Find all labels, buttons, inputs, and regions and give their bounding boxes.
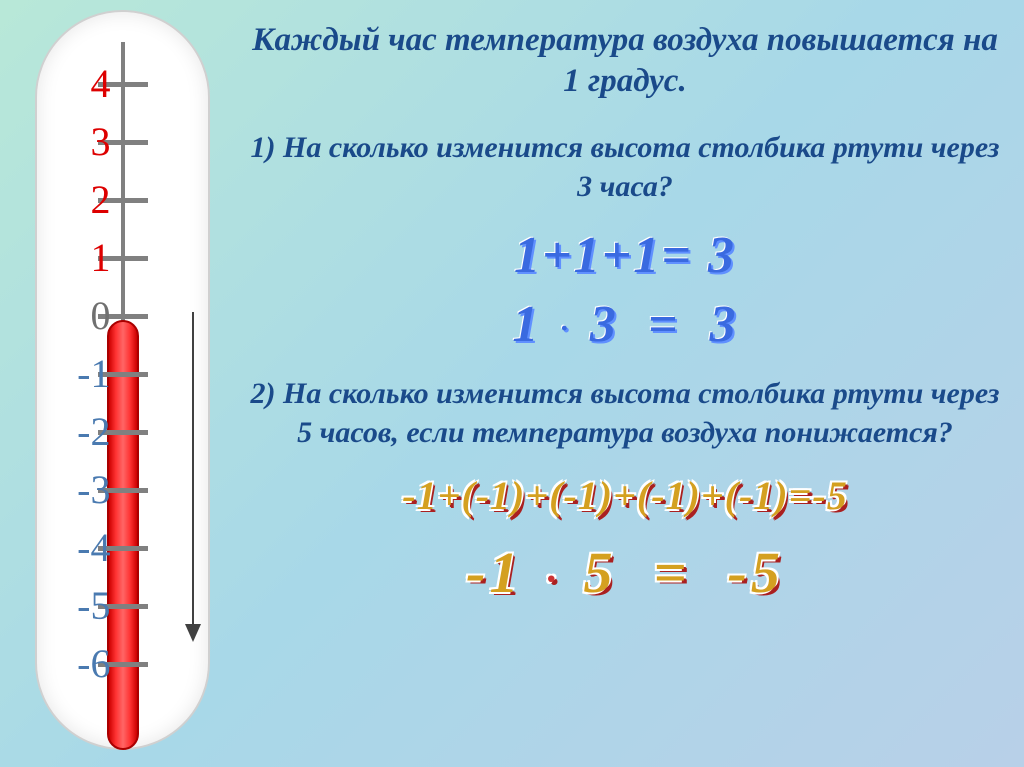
- eq1b-mid: 3: [590, 296, 618, 353]
- eq1b-eq: =: [648, 296, 680, 353]
- tick-label: -4: [51, 524, 111, 571]
- tick-label: 0: [51, 292, 111, 339]
- eq1b-lhs: 1: [512, 296, 540, 353]
- tick-label: 1: [51, 234, 111, 281]
- content-area: Каждый час температура воздуха повышаетс…: [250, 20, 1000, 606]
- equation-1b: 1 · 3 = 3: [250, 295, 1000, 354]
- down-arrow-head-icon: [185, 624, 201, 642]
- tick-label: -6: [51, 640, 111, 687]
- multiply-dot-icon: ·: [541, 556, 565, 601]
- tick-label: -1: [51, 350, 111, 397]
- eq2b-eq: =: [653, 540, 690, 605]
- tick-label: 3: [51, 118, 111, 165]
- tick-label: 4: [51, 60, 111, 107]
- multiply-dot-icon: ·: [555, 312, 575, 345]
- eq2b-rhs: -5: [728, 540, 784, 605]
- mercury-column: [107, 320, 139, 750]
- eq2b-mid: 5: [583, 540, 616, 605]
- thermometer: 4 3 2 1 0 -1 -2 -3 -4 -5 -6: [35, 10, 210, 750]
- eq1b-rhs: 3: [710, 296, 738, 353]
- question-2: 2) На сколько изменится высота столбика …: [250, 374, 1000, 452]
- tick-label: 2: [51, 176, 111, 223]
- tick-label: -5: [51, 582, 111, 629]
- tick-label: -3: [51, 466, 111, 513]
- equation-2a: -1+(-1)+(-1)+(-1)+(-1)=-5: [250, 472, 1000, 519]
- slide-heading: Каждый час температура воздуха повышаетс…: [250, 20, 1000, 103]
- equation-1a: 1+1+1= 3: [250, 226, 1000, 285]
- question-1: 1) На сколько изменится высота столбика …: [250, 128, 1000, 206]
- equation-2b: -1 · 5 = -5: [250, 539, 1000, 606]
- eq2b-lhs: -1: [466, 540, 522, 605]
- down-arrow-icon: [192, 312, 194, 632]
- tick-label: -2: [51, 408, 111, 455]
